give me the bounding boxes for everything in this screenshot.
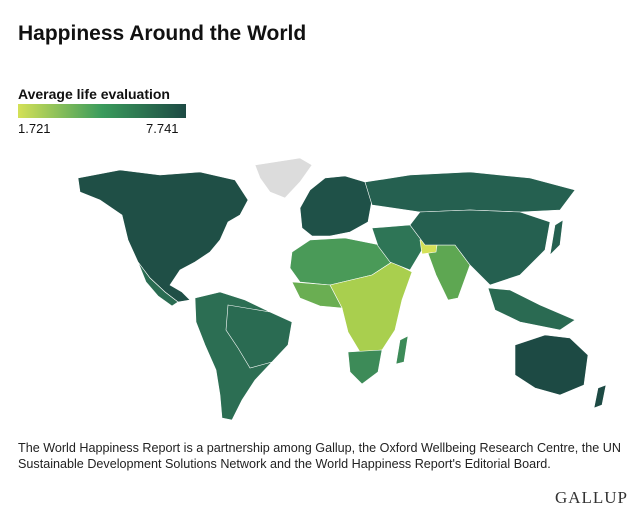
legend-max: 7.741 xyxy=(146,121,179,136)
europe xyxy=(299,175,373,237)
logo: GALLUP xyxy=(554,488,628,507)
southern-africa xyxy=(347,349,383,385)
australia xyxy=(514,334,589,396)
legend-min: 1.721 xyxy=(18,121,51,136)
title: Happiness Around the World xyxy=(18,22,307,45)
world-map xyxy=(77,157,607,421)
legend-title: Average life evaluation xyxy=(18,86,170,102)
southeast-asia xyxy=(487,287,576,331)
north-america xyxy=(77,169,249,303)
greenland xyxy=(254,157,313,199)
russia xyxy=(364,171,576,213)
madagascar xyxy=(395,335,409,365)
footnote: The World Happiness Report is a partners… xyxy=(18,441,621,471)
west-africa xyxy=(291,281,343,309)
legend-gradient xyxy=(18,104,186,118)
new-zealand xyxy=(593,384,607,409)
mexico xyxy=(137,261,179,307)
east-asia xyxy=(409,209,551,286)
japan xyxy=(549,219,564,256)
central-africa xyxy=(329,261,413,353)
brazil xyxy=(225,304,293,369)
